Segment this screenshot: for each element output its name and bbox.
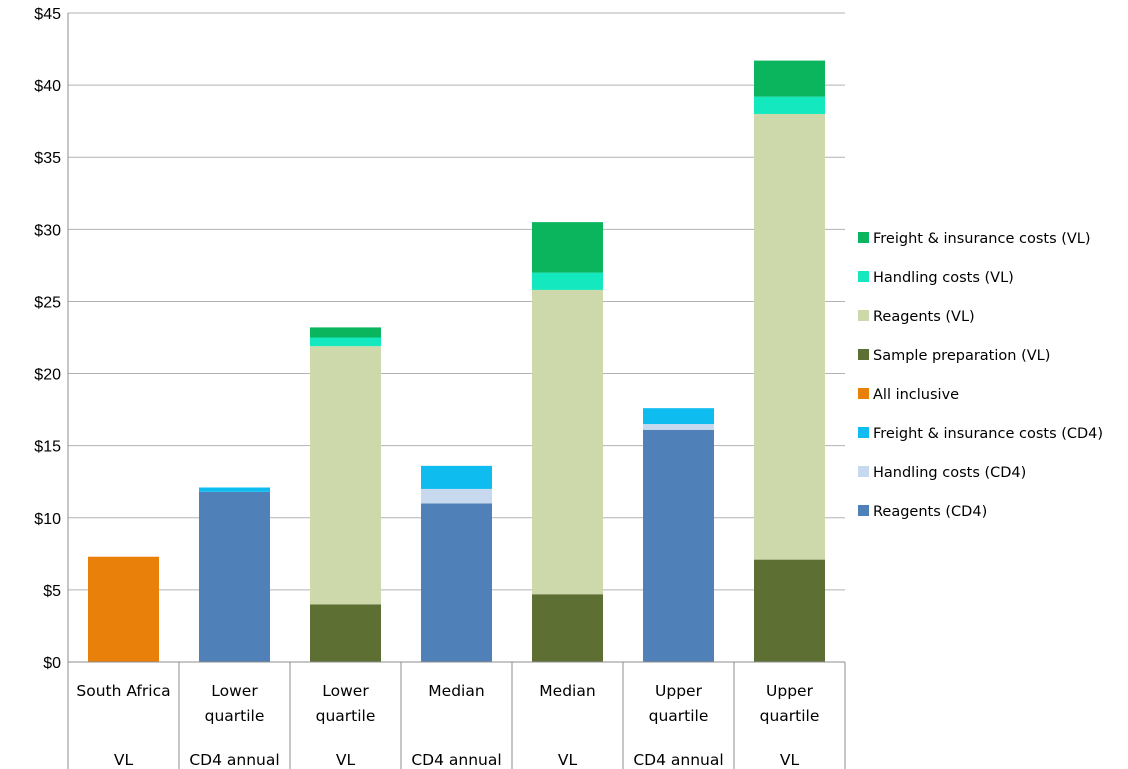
legend-swatch <box>858 349 869 360</box>
axes <box>67 13 846 769</box>
bar-segment <box>199 487 270 492</box>
x-category-label: Lower <box>322 682 369 700</box>
legend: Freight & insurance costs (VL) Handling c… <box>858 231 1103 520</box>
legend-swatch <box>858 388 869 399</box>
bar-segment <box>532 594 603 662</box>
x-category-label: quartile <box>649 707 709 725</box>
legend-swatch <box>858 427 869 438</box>
legend-label: Freight & insurance costs (VL) <box>873 231 1091 247</box>
bar-segment <box>532 272 603 290</box>
bar-segment <box>532 289 603 595</box>
bar-segment <box>754 559 825 662</box>
x-group-label: CD4 annual <box>411 751 501 769</box>
bar-segment <box>754 96 825 114</box>
x-group-label: CD4 annual <box>189 751 279 769</box>
y-tick-label: $15 <box>34 439 61 456</box>
y-tick-label: $30 <box>34 222 61 239</box>
legend-swatch <box>858 310 869 321</box>
bar-segment <box>199 491 270 662</box>
x-category-label: Upper <box>766 682 814 700</box>
legend-label: Reagents (CD4) <box>873 504 987 520</box>
gridlines <box>68 12 845 591</box>
x-group-label: VL <box>780 751 800 769</box>
bar-segment <box>421 465 492 489</box>
legend-label: Freight & insurance costs (CD4) <box>873 426 1103 442</box>
bar-segment <box>310 604 381 662</box>
legend-label: Reagents (VL) <box>873 309 975 325</box>
bars <box>88 60 825 662</box>
x-category-label: Median <box>428 682 484 700</box>
bar-segment <box>532 222 603 273</box>
x-group-label: VL <box>336 751 356 769</box>
bar-segment <box>310 337 381 347</box>
x-category-label: Median <box>539 682 595 700</box>
legend-swatch <box>858 271 869 282</box>
x-category-label: Upper <box>655 682 703 700</box>
y-tick-label: $25 <box>34 294 61 311</box>
bar-segment <box>310 346 381 605</box>
x-category-label: quartile <box>760 707 820 725</box>
x-category-label: Lower <box>211 682 258 700</box>
bar-segment <box>310 327 381 338</box>
x-category-label: South Africa <box>76 682 170 700</box>
legend-label: All inclusive <box>873 387 959 403</box>
y-tick-label: $10 <box>34 511 61 528</box>
y-axis-tick-labels: $0 $5 $10 $15 $20 $25 $30 $35 $40 $45 <box>34 6 61 672</box>
y-tick-label: $20 <box>34 367 61 384</box>
x-group-label: CD4 annual <box>633 751 723 769</box>
x-group-label: VL <box>114 751 134 769</box>
x-category-label: quartile <box>205 707 265 725</box>
legend-swatch <box>858 505 869 516</box>
legend-swatch <box>858 466 869 477</box>
x-category-label: quartile <box>316 707 376 725</box>
bar-segment <box>754 113 825 560</box>
x-group-label: VL <box>558 751 578 769</box>
y-tick-label: $35 <box>34 150 61 167</box>
legend-label: Handling costs (CD4) <box>873 465 1026 481</box>
y-tick-label: $5 <box>43 583 61 600</box>
legend-label: Handling costs (VL) <box>873 270 1014 286</box>
bar-segment <box>754 60 825 97</box>
bar-segment <box>88 556 159 662</box>
y-tick-label: $45 <box>34 6 61 23</box>
bar-segment <box>643 408 714 425</box>
bar-segment <box>421 503 492 662</box>
bar-segment <box>643 429 714 662</box>
x-axis-category-labels: South Africa VL Lower quartile CD4 annual Low… <box>76 682 819 769</box>
y-tick-label: $40 <box>34 78 61 95</box>
bar-segment <box>643 424 714 430</box>
y-tick-label: $0 <box>43 655 61 672</box>
legend-label: Sample preparation (VL) <box>873 348 1050 364</box>
legend-swatch <box>858 232 869 243</box>
bar-segment <box>421 488 492 504</box>
